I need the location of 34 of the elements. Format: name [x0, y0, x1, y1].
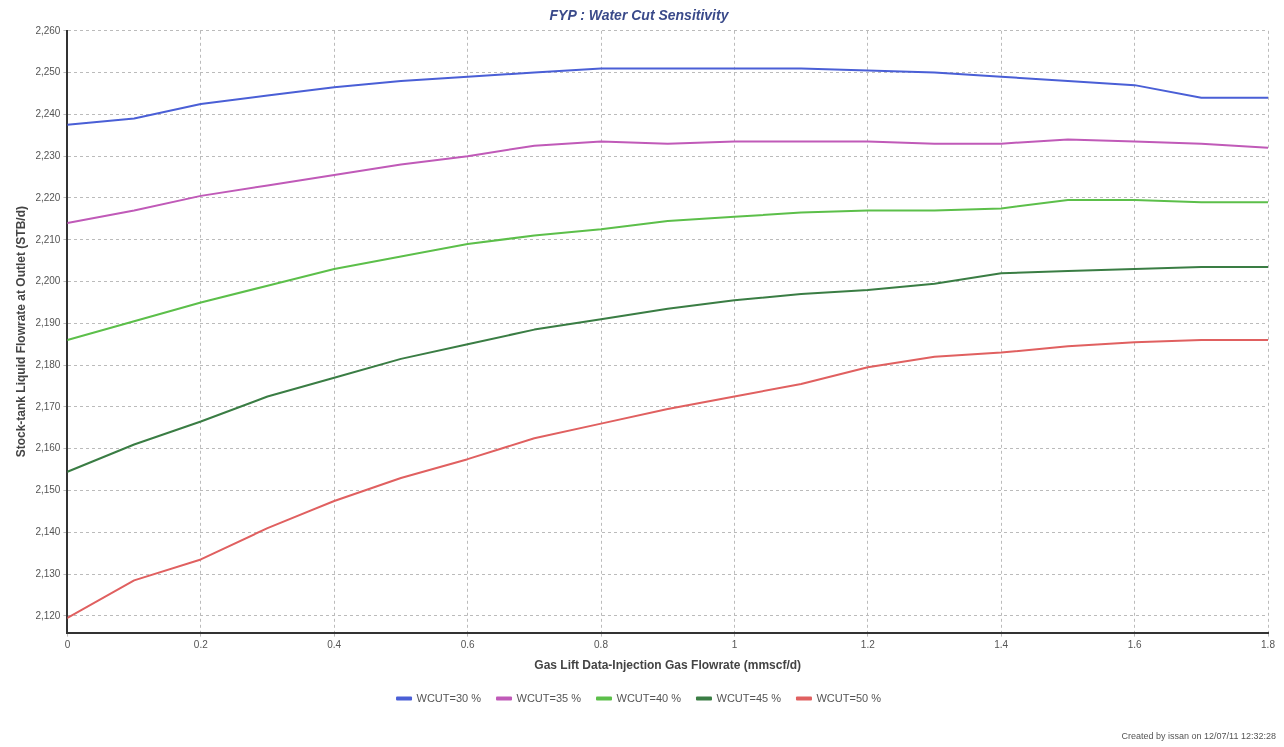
y-tick-label: 2,200 [35, 275, 61, 287]
y-tick-label: 2,220 [35, 191, 61, 203]
y-tick-label: 2,160 [35, 442, 61, 454]
y-tick-label: 2,240 [35, 108, 61, 120]
y-tick-label: 2,190 [35, 317, 61, 329]
x-tick-label: 1.6 [1127, 639, 1142, 651]
legend-label: WCUT=30 % [416, 691, 482, 704]
x-tick-label: 1.2 [860, 639, 876, 651]
y-tick-label: 2,210 [35, 233, 61, 245]
x-tick-label: 0.4 [327, 639, 342, 651]
y-tick-label: 2,250 [35, 66, 61, 78]
x-tick-label: 0.6 [460, 639, 475, 651]
x-tick-label: 0.8 [594, 639, 609, 651]
legend-label: WCUT=45 % [716, 691, 782, 704]
text: Created by issan on 12/07/11 12:32:28 [1121, 731, 1276, 741]
x-tick-label: 1.4 [994, 639, 1009, 651]
x-tick-label: 1.8 [1261, 639, 1276, 651]
y-axis-title: Stock-tank Liquid Flowrate at Outlet (STB/d) [13, 206, 28, 458]
y-tick-label: 2,120 [35, 609, 61, 621]
x-tick-label: 0.2 [193, 639, 209, 651]
y-tick-label: 2,140 [35, 526, 61, 538]
legend-label: WCUT=50 % [816, 691, 882, 704]
y-tick-label: 2,180 [35, 358, 61, 370]
legend-label: WCUT=35 % [516, 691, 582, 704]
chart-title: FYP : Water Cut Sensitivity [549, 7, 730, 24]
x-axis-title: Gas Lift Data-Injection Gas Flowrate (mmscf/d) [534, 658, 802, 673]
y-tick-label: 2,150 [35, 484, 61, 496]
y-tick-label: 2,130 [35, 567, 61, 579]
x-tick-label: 0 [64, 639, 71, 651]
x-tick-label: 1 [731, 639, 738, 651]
y-tick-label: 2,260 [35, 24, 61, 36]
legend-label: WCUT=40 % [616, 691, 682, 704]
y-tick-label: 2,230 [35, 149, 61, 161]
y-tick-label: 2,170 [35, 400, 61, 412]
